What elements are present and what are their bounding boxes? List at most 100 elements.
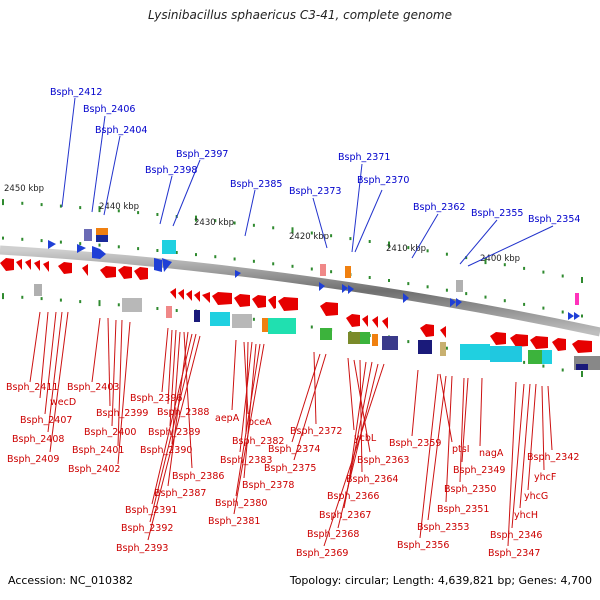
gene-label-bottom[interactable]: Bsph_2359 [389,438,441,449]
gene-label-bottom[interactable]: Bsph_2407 [20,415,72,426]
gene-label-bottom[interactable]: Bsph_2402 [68,464,120,475]
gene-label-top[interactable]: Bsph_2412 [50,87,102,98]
gene-label-bottom[interactable]: aepA [215,413,240,424]
gene-label-bottom[interactable]: Bsph_2350 [444,484,496,495]
gene-label-bottom[interactable]: Bsph_2400 [84,427,136,438]
gene-label-top[interactable]: Bsph_2397 [176,149,228,160]
reverse-gene [212,292,232,305]
reverse-gene [372,316,378,328]
forward-gene [348,285,354,294]
reverse-gene [510,334,528,347]
kbp-tick [156,307,159,310]
gene-label-bottom[interactable]: Bsph_2393 [116,543,168,554]
gene-label-bottom[interactable]: Bsph_2374 [268,444,320,455]
gene-label-bottom[interactable]: Bsph_2411 [6,382,58,393]
kbp-label: 2400 kbp [480,254,520,264]
gene-label-top[interactable]: Bsph_2354 [528,214,580,225]
kbp-tick [79,242,82,246]
gene-label-bottom[interactable]: yhcH [514,510,538,521]
gene-label-top[interactable]: Bsph_2370 [357,175,409,186]
gene-label-bottom[interactable]: Bsph_2351 [437,504,489,515]
feature-box [490,346,522,362]
kbp-tick [445,252,448,256]
kbp-tick [407,340,410,344]
kbp-tick [465,292,468,296]
gene-label-bottom[interactable]: Bsph_2346 [490,530,542,541]
gene-label-bottom[interactable]: Bsph_2372 [290,426,342,437]
gene-label-bottom[interactable]: Bsph_2369 [296,548,348,559]
gene-label-bottom[interactable]: Bsph_2363 [357,455,409,466]
gene-label-bottom[interactable]: Bsph_2353 [417,522,469,533]
gene-label-bottom[interactable]: Bsph_2367 [319,510,371,521]
kbp-tick [252,317,255,321]
feature-box [96,235,108,242]
gene-label-bottom[interactable]: yhcF [534,472,556,483]
kbp-tick [523,360,526,364]
gene-label-bottom[interactable]: Bsph_2388 [157,407,209,418]
feature-box [575,293,579,305]
gene-label-bottom[interactable]: Bsph_2366 [327,491,379,502]
kbp-tick [407,246,410,250]
gene-label-top[interactable]: Bsph_2385 [230,179,282,190]
gene-label-bottom[interactable]: Bsph_2364 [346,474,398,485]
reverse-gene [178,289,184,300]
gene-label-bottom[interactable]: Bsph_2399 [96,408,148,419]
gene-label-bottom[interactable]: ptsI [452,444,470,455]
kbp-tick [330,234,333,238]
gene-label-bottom[interactable]: Bsph_2392 [121,523,173,534]
gene-label-bottom[interactable]: Bsph_2408 [12,434,64,445]
reverse-gene [268,296,276,309]
reverse-gene [440,326,446,338]
gene-label-bottom[interactable]: Bsph_2382 [232,436,284,447]
gene-label-bottom[interactable]: Bsph_2390 [140,445,192,456]
gene-label-bottom[interactable]: Bsph_2389 [148,427,200,438]
gene-label-top[interactable]: Bsph_2362 [413,202,465,213]
gene-label-bottom[interactable]: Bsph_2401 [72,445,124,456]
gene-label-bottom[interactable]: Bsph_2342 [527,452,579,463]
gene-label-bottom[interactable]: Bsph_2380 [215,498,267,509]
gene-label-bottom[interactable]: Bsph_2409 [7,454,59,465]
forward-gene [154,258,162,272]
kbp-tick [175,251,178,254]
kbp-tick [388,279,390,282]
gene-label-bottom[interactable]: Bsph_2386 [172,471,224,482]
forward-gene [568,312,574,320]
gene-label-bottom[interactable]: Bsph_2349 [453,465,505,476]
gene-label-bottom[interactable]: Bsph_2375 [264,463,316,474]
gene-label-bottom[interactable]: yhcG [524,491,548,502]
kbp-tick [40,203,43,207]
feature-box [232,314,252,328]
gene-label-top[interactable]: Bsph_2373 [289,186,341,197]
genome-backbone [0,245,600,337]
gene-label-bottom[interactable]: Bsph_2383 [220,455,272,466]
gene-label-bottom[interactable]: wecD [50,397,76,408]
gene-label-bottom[interactable]: nagA [479,448,504,459]
feature-box [268,318,296,334]
gene-label-bottom[interactable]: Bsph_2356 [397,540,449,551]
gene-label-bottom[interactable]: Bsph_2387 [154,488,206,499]
gene-label-top[interactable]: Bsph_2404 [95,125,147,136]
kbp-label: 2420 kbp [289,232,329,242]
forward-gene [235,270,241,278]
kbp-tick [581,314,583,318]
gene-label-bottom[interactable]: ycbL [354,433,377,444]
gene-label-bottom[interactable]: Bsph_2347 [488,548,540,559]
forward-gene [319,282,325,291]
gene-label-bottom[interactable]: bceA [248,417,272,428]
gene-label-top[interactable]: Bsph_2355 [471,208,523,219]
gene-label-bottom[interactable]: Bsph_2368 [307,529,359,540]
gene-label-bottom[interactable]: Bsph_2381 [208,516,260,527]
kbp-tick [175,309,178,312]
kbp-tick [523,302,526,306]
kbp-tick [98,300,101,307]
gene-label-top[interactable]: Bsph_2398 [145,165,197,176]
feature-box [96,228,108,235]
gene-label-bottom[interactable]: Bsph_2403 [67,382,119,393]
gene-label-top[interactable]: Bsph_2371 [338,152,390,163]
kbp-tick [368,240,371,243]
gene-label-bottom[interactable]: Bsph_2396 [130,393,182,404]
gene-label-bottom[interactable]: Bsph_2378 [242,480,294,491]
gene-label-bottom[interactable]: Bsph_2391 [125,505,177,516]
gene-label-top[interactable]: Bsph_2406 [83,104,135,115]
kbp-tick [426,285,429,289]
